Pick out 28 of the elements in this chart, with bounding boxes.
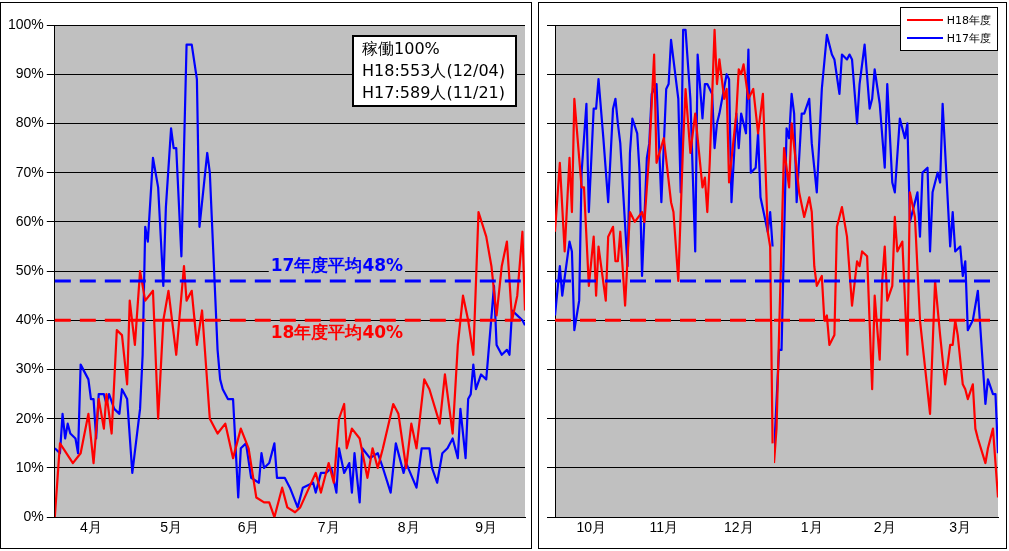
annotation: 稼働100% H18:553人(12/04) H17:589人(11/21) [352, 35, 517, 107]
x-tick-label: 7月 [317, 519, 340, 536]
y-tick-label: 70% [15, 163, 44, 180]
x-tick-label: 8月 [397, 519, 420, 536]
x-tick-label: 1月 [800, 519, 823, 536]
y-tick-label: 100% [7, 15, 44, 32]
x-tick-label: 2月 [873, 519, 896, 536]
y-tick-label: 0% [23, 508, 44, 525]
x-tick-label: 9月 [475, 519, 498, 536]
y-tick-label: 90% [15, 65, 44, 82]
x-tick-label: 10月 [576, 519, 607, 536]
y-tick-label: 60% [15, 212, 44, 229]
x-tick-label: 4月 [80, 519, 102, 536]
y-tick-label: 10% [15, 458, 44, 475]
legend-label: H17年度 [946, 30, 991, 46]
legend-label: H18年度 [946, 12, 991, 28]
x-tick-label: 6月 [237, 519, 260, 536]
y-tick-label: 40% [15, 311, 44, 328]
x-tick-label: 3月 [949, 519, 972, 536]
y-tick-label: 20% [15, 409, 44, 426]
y-tick-label: 30% [15, 360, 44, 377]
x-tick-label: 5月 [160, 519, 182, 536]
ref-line-label: 17年度平均48% [270, 254, 404, 275]
y-tick-label: 80% [15, 114, 44, 131]
x-tick-label: 11月 [649, 519, 679, 536]
x-tick-label: 12月 [723, 519, 754, 536]
y-tick-label: 50% [15, 261, 44, 278]
ref-line-label: 18年度平均40% [270, 322, 404, 343]
